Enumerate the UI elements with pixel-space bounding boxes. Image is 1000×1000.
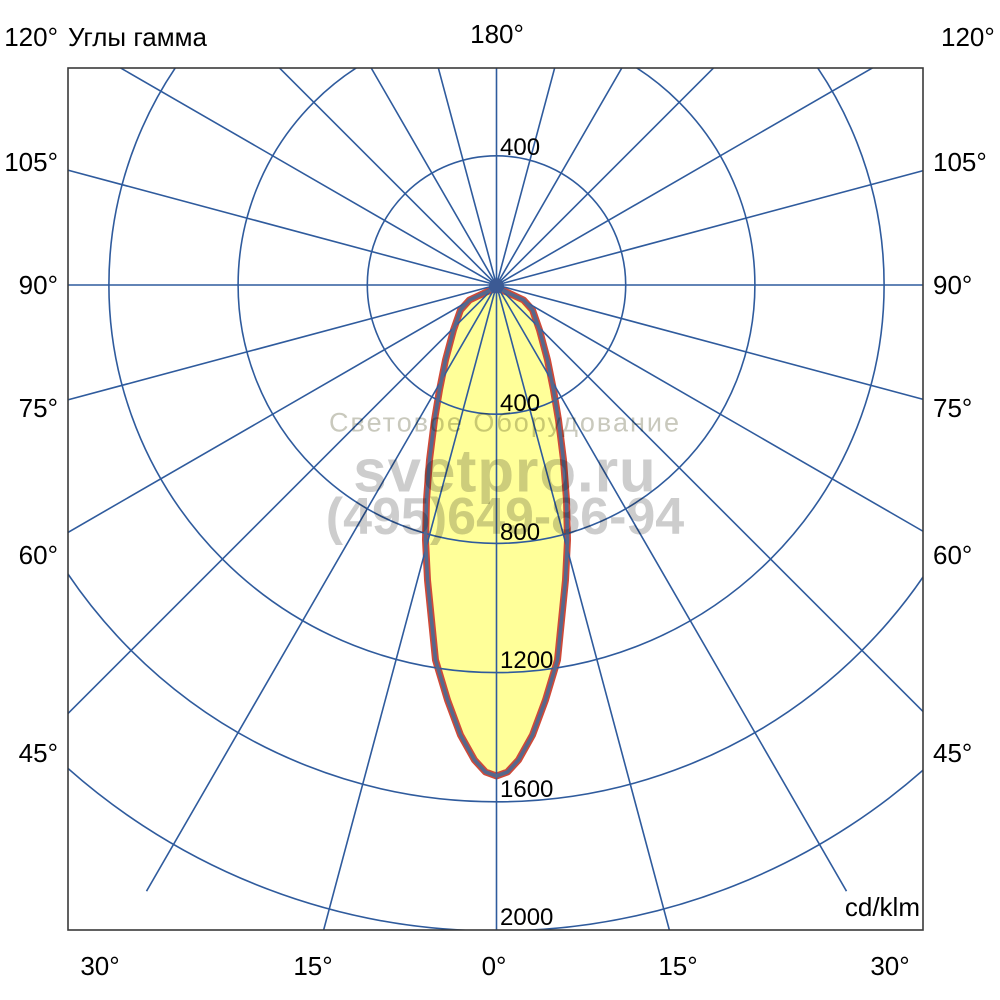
bottom-axis-label-15-left: 15° — [293, 951, 333, 981]
pole-dot — [489, 278, 504, 294]
right-axis-label-90: 90° — [933, 270, 973, 300]
intensity-lobe-outline — [423, 286, 570, 778]
bottom-axis-label-30-right: 30° — [870, 951, 910, 981]
ring-label-400: 400 — [500, 390, 540, 417]
ring-label-1200: 1200 — [500, 647, 553, 674]
watermark-line1: Световое Оборудование — [329, 407, 681, 438]
bottom-axis-label-15-right: 15° — [658, 951, 698, 981]
ring-label-1600: 1600 — [500, 776, 553, 803]
left-axis-label-90: 90° — [18, 270, 58, 300]
left-axis-label-45: 45° — [18, 738, 58, 768]
corner-angle-label-right: 120° — [941, 22, 995, 52]
plot-frame — [67, 67, 924, 931]
watermark-phone: (495)649-86-94 — [325, 488, 685, 546]
unit-label: cd/klm — [845, 892, 920, 922]
corner-angle-label-left: 120° — [4, 22, 58, 52]
gamma-180-label: 180° — [470, 19, 524, 49]
right-axis-label-75: 75° — [933, 393, 973, 423]
left-axis-label-75: 75° — [18, 393, 58, 423]
right-axis-label-45: 45° — [933, 738, 973, 768]
watermark-site: svetpro.ru — [353, 437, 657, 505]
bottom-axis-label-30-left: 30° — [80, 951, 120, 981]
ring-label-800: 800 — [500, 519, 540, 546]
page-title: Углы гамма — [68, 22, 207, 52]
ring-label-2000: 2000 — [500, 904, 553, 931]
left-axis-label-105: 105° — [4, 147, 58, 177]
right-axis-label-60: 60° — [933, 540, 973, 570]
bottom-axis-label-0: 0° — [481, 951, 507, 981]
left-axis-label-60: 60° — [18, 540, 58, 570]
ring-label-400-top: 400 — [500, 134, 540, 161]
right-axis-label-105: 105° — [933, 147, 987, 177]
